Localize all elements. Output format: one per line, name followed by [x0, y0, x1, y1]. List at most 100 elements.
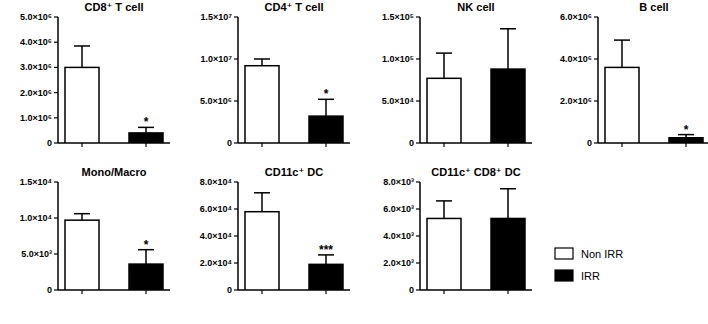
bar — [129, 133, 163, 143]
y-tick-label: 0 — [587, 138, 592, 148]
x-tick — [325, 143, 326, 147]
panel-title: B cell — [639, 1, 668, 13]
bar — [491, 69, 525, 143]
panel-title: CD4⁺ T cell — [265, 1, 324, 13]
y-tick-label: 3.0×10⁶ — [20, 62, 52, 72]
bar — [309, 264, 343, 290]
error-bar — [500, 189, 516, 219]
error-bar — [436, 53, 452, 78]
bar — [309, 116, 343, 143]
legend-swatch — [555, 270, 573, 281]
y-tick-label: 2.0×10⁶ — [560, 96, 592, 106]
panel-title: CD11c⁺ CD8⁺ DC — [431, 166, 520, 178]
x-tick — [621, 143, 622, 147]
y-tick-label: 6.0×10⁶ — [560, 12, 592, 22]
error-bar — [500, 29, 516, 69]
y-axis — [237, 182, 239, 290]
y-tick-label: 1.0×10⁴ — [20, 213, 52, 223]
y-tick-label: 0 — [47, 138, 52, 148]
panel-title: CD11c⁺ DC — [265, 166, 323, 178]
x-tick — [443, 290, 444, 294]
error-bar — [614, 40, 630, 67]
legend-label: IRR — [581, 270, 600, 282]
bar — [491, 218, 525, 290]
x-tick — [261, 143, 262, 147]
panel: NK cell 0 5.0×10⁴ 1.0×10⁵ 1.5×10⁵ — [382, 1, 532, 148]
y-tick-label: 0 — [47, 285, 52, 295]
y-axis — [57, 182, 59, 290]
y-tick-label: 5.0×10⁶ — [200, 96, 232, 106]
x-tick — [261, 290, 262, 294]
significance: * — [324, 87, 329, 101]
y-tick-label: 4.0×10⁴ — [200, 231, 232, 241]
panel: B cell 0 2.0×10⁶ 4.0×10⁶ 6.0×10⁶ * — [560, 1, 708, 148]
panel-title: Mono/Macro — [82, 166, 147, 178]
y-tick-label: 1.0×10⁵ — [382, 54, 414, 64]
y-axis — [597, 17, 599, 143]
panel-title: NK cell — [457, 1, 494, 13]
bar — [669, 138, 703, 143]
marks — [65, 46, 163, 143]
x-tick — [507, 143, 508, 147]
bar — [65, 67, 99, 143]
y-tick-label: 8.0×10⁴ — [200, 177, 232, 187]
marks — [65, 214, 163, 290]
marks — [427, 29, 525, 143]
y-tick-label: 1.0×10⁶ — [20, 113, 52, 123]
y-tick-label: 5.0×10⁶ — [20, 12, 52, 22]
error-bar — [74, 214, 90, 220]
error-bar — [254, 193, 270, 212]
y-axis — [419, 17, 421, 143]
y-axis — [419, 182, 421, 290]
bar — [245, 66, 279, 143]
y-tick-label: 6.0×10⁴ — [200, 204, 232, 214]
x-tick — [325, 290, 326, 294]
marks — [245, 59, 343, 143]
x-tick — [507, 290, 508, 294]
error-bar — [254, 59, 270, 66]
bar — [65, 220, 99, 290]
y-tick-label: 2.0×10⁶ — [20, 88, 52, 98]
y-tick-label: 0 — [227, 138, 232, 148]
marks — [245, 193, 343, 290]
y-tick-label: 4.0×10⁶ — [560, 54, 592, 64]
marks — [605, 40, 703, 143]
panel: CD11c⁺ CD8⁺ DC02.0×10³4.0×10³6.0×10³8.0×… — [383, 166, 623, 295]
legend-swatch — [555, 248, 573, 259]
y-tick-label: 4.0×10⁶ — [20, 37, 52, 47]
x-tick — [145, 290, 146, 294]
bar — [427, 218, 461, 290]
error-bar — [436, 201, 452, 219]
y-tick-label: 2.0×10³ — [383, 258, 414, 268]
panel: CD8⁺ T cell 0 1.0×10⁶ 2.0×10⁶ 3.0×10⁶ 4.0×10⁶… — [20, 1, 170, 148]
x-tick — [81, 290, 82, 294]
panel-title: CD8⁺ T cell — [85, 1, 144, 13]
x-tick — [81, 143, 82, 147]
significance: * — [684, 123, 689, 137]
panel: Mono/Macro05.0×10³1.0×10⁴1.5×10⁴* — [20, 166, 170, 295]
x-tick — [685, 143, 686, 147]
y-tick-label: 1.0×10⁷ — [201, 54, 233, 64]
bar — [245, 212, 279, 290]
significance: *** — [319, 243, 333, 257]
y-axis — [57, 17, 59, 143]
y-tick-label: 5.0×10⁴ — [382, 96, 414, 106]
bar — [129, 264, 163, 290]
x-tick — [145, 143, 146, 147]
y-tick-label: 0 — [409, 285, 414, 295]
bar — [605, 67, 639, 143]
error-bar — [138, 250, 154, 264]
y-tick-label: 2.0×10⁴ — [200, 258, 232, 268]
y-tick-label: 4.0×10³ — [383, 231, 414, 241]
marks — [427, 189, 525, 290]
x-tick — [443, 143, 444, 147]
y-tick-label: 0 — [227, 285, 232, 295]
significance: * — [144, 238, 149, 252]
y-tick-label: 1.5×10⁵ — [382, 12, 414, 22]
y-tick-label: 0 — [409, 138, 414, 148]
error-bar — [318, 99, 334, 116]
y-axis — [237, 17, 239, 143]
y-tick-label: 8.0×10³ — [383, 177, 414, 187]
y-tick-label: 1.5×10⁴ — [20, 177, 52, 187]
panel: CD11c⁺ DC 0 2.0×10⁴ 4.0×10⁴ 6.0×10⁴ 8.0×10⁴ **… — [200, 166, 350, 295]
